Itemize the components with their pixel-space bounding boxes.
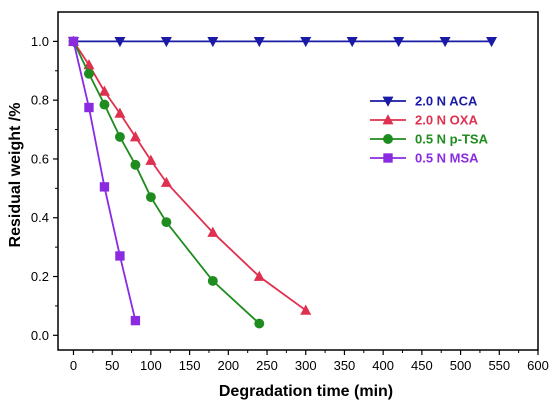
data-point <box>145 192 156 203</box>
x-tick-label: 200 <box>217 358 239 373</box>
x-tick-label: 50 <box>105 358 119 373</box>
legend-label: 2.0 N ACA <box>415 94 478 109</box>
legend-marker <box>382 96 394 107</box>
data-point <box>346 36 358 48</box>
legend-label: 0.5 N p-TSA <box>415 132 489 147</box>
data-point <box>99 182 110 192</box>
x-tick-label: 300 <box>295 358 317 373</box>
data-point <box>207 275 218 286</box>
y-axis-title: Residual weight /% <box>7 103 24 248</box>
legend-marker <box>382 114 394 125</box>
y-tick-label: 0.2 <box>31 269 49 284</box>
data-point <box>145 154 157 165</box>
x-tick-label: 0 <box>70 358 77 373</box>
data-point <box>486 36 498 48</box>
x-axis-title: Degradation time (min) <box>219 383 393 400</box>
x-tick-label: 400 <box>372 358 394 373</box>
data-point <box>129 131 141 142</box>
data-point <box>114 36 126 48</box>
data-point <box>160 36 172 48</box>
data-point <box>98 85 110 96</box>
plot-area <box>57 11 539 351</box>
x-tick-label: 150 <box>179 358 201 373</box>
x-tick-label: 550 <box>488 358 510 373</box>
data-point <box>84 102 94 113</box>
y-axis-ticks: 0.0 0.2 0.4 0.6 0.8 1.0 <box>31 34 58 343</box>
data-point <box>161 217 172 228</box>
data-point <box>114 131 125 142</box>
y-tick-label: 1.0 <box>31 34 49 49</box>
x-tick-label: 100 <box>140 358 162 373</box>
series-3 <box>68 36 141 326</box>
data-point <box>114 107 126 118</box>
legend-marker <box>383 153 393 163</box>
legend-label: 2.0 N OXA <box>415 113 478 128</box>
y-tick-label: 0.0 <box>31 328 49 343</box>
data-point <box>253 270 265 281</box>
series-line <box>72 40 307 312</box>
legend-label: 0.5 N MSA <box>415 151 479 166</box>
plot-frame <box>57 11 539 351</box>
data-point <box>207 36 219 48</box>
data-point <box>300 304 312 315</box>
y-tick-label: 0.6 <box>31 151 49 166</box>
x-tick-label: 500 <box>450 358 472 373</box>
x-tick-label: 450 <box>411 358 433 373</box>
data-point <box>99 99 110 110</box>
data-point <box>207 226 219 237</box>
data-point <box>115 251 125 261</box>
data-point <box>439 36 451 48</box>
data-point <box>84 68 94 79</box>
y-tick-label: 0.4 <box>31 210 49 225</box>
data-point <box>68 36 79 47</box>
x-tick-label: 600 <box>527 358 549 373</box>
x-axis-ticks: 0 50 100 150 200 250 300 350 400 450 500 550 600 <box>70 350 549 373</box>
data-point <box>130 159 141 170</box>
y-tick-label: 0.8 <box>31 93 49 108</box>
data-point <box>130 315 141 326</box>
data-point <box>253 36 265 48</box>
legend-marker <box>383 134 393 144</box>
series-layer <box>67 35 498 329</box>
x-tick-label: 250 <box>256 358 278 373</box>
data-point <box>254 318 265 329</box>
legend: 2.0 N ACA 2.0 N OXA 0.5 N p-TSA 0.5 N MSA <box>370 94 489 166</box>
data-point <box>160 176 172 187</box>
data-point <box>393 36 405 48</box>
x-tick-label: 350 <box>334 358 356 373</box>
data-point <box>300 36 312 48</box>
